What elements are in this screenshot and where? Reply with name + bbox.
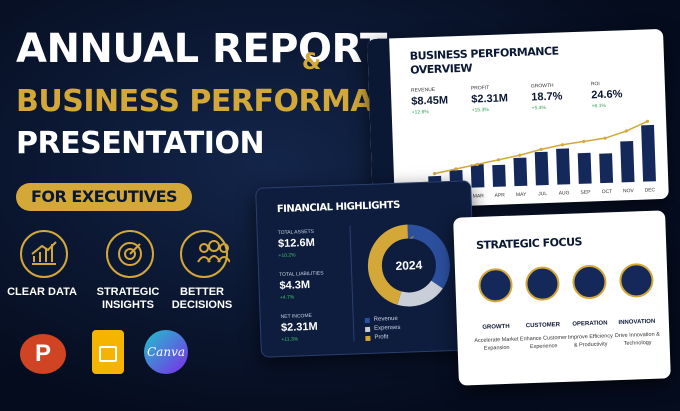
- kpi-change: +12.6%: [411, 109, 429, 116]
- x-tick-label: APR: [495, 192, 506, 198]
- donut-segment: [367, 224, 450, 307]
- bar: [641, 124, 656, 182]
- feature-label: BETTER DECISIONS: [171, 286, 233, 311]
- focus-icon: [477, 267, 514, 303]
- legend-swatch: [364, 317, 370, 324]
- kpi-change: +5.4%: [531, 105, 547, 112]
- kpi-label: REVENUE: [410, 86, 436, 94]
- divider: [349, 225, 355, 342]
- x-tick-label: OCT: [602, 189, 613, 195]
- title-amp: &: [302, 50, 321, 75]
- kpi-label: ROI: [590, 81, 600, 88]
- slide-title: FINANCIAL HIGHLIGHTS: [276, 199, 401, 216]
- bar: [492, 164, 506, 187]
- x-tick-label: DEC: [644, 187, 655, 193]
- legend-swatch: [365, 335, 371, 342]
- item-label: NET INCOME: [280, 312, 313, 321]
- x-tick-label: SEP: [580, 189, 591, 195]
- item-change: +4.7%: [279, 294, 295, 302]
- kpi-label: GROWTH: [530, 82, 554, 90]
- kpi-change: +15.3%: [471, 107, 489, 114]
- donut-segment: [367, 224, 450, 307]
- legend-label: Expenses: [373, 324, 401, 332]
- donut-chart: 2024: [367, 224, 450, 307]
- feature-label: STRATEGIC INSIGHTS: [96, 286, 160, 311]
- icon-glyphs: [31, 240, 230, 266]
- item-value: $4.3M: [279, 278, 311, 293]
- trend-point: [432, 171, 437, 176]
- trend-point: [518, 153, 522, 157]
- kpi-change: +6.1%: [591, 102, 607, 110]
- bar: [556, 148, 571, 185]
- highlights-slide: FINANCIAL HIGHLIGHTS 2024 TOTAL ASSETS $1…: [255, 180, 477, 358]
- kpi-value: $2.31M: [471, 92, 509, 106]
- strategy-slide: STRATEGIC FOCUS GROWTH Accelerate Market …: [453, 210, 671, 386]
- bar: [599, 153, 614, 184]
- item-value: $12.6M: [277, 236, 315, 251]
- bar: [620, 141, 635, 183]
- focus-text: Improve Efficiency & Productivity: [567, 333, 613, 349]
- focus-text: Accelerate Market Expansion: [474, 336, 519, 352]
- x-tick-label: NOV: [623, 188, 635, 194]
- trend-point: [475, 162, 479, 167]
- focus-name: CUSTOMER: [525, 322, 561, 330]
- focus-name: OPERATION: [572, 320, 608, 328]
- focus-name: GROWTH: [482, 323, 510, 331]
- bar: [513, 157, 528, 187]
- x-tick-label: AUG: [559, 190, 570, 196]
- legend-label: Revenue: [373, 315, 398, 323]
- donut-center: 2024: [395, 258, 422, 273]
- trend-point: [624, 129, 628, 133]
- item-change: +10.2%: [278, 252, 296, 260]
- item-value: $2.31M: [280, 320, 318, 334]
- kpi-label: PROFIT: [470, 84, 490, 92]
- title-line: PRESENTATION: [16, 126, 265, 161]
- slide-title: BUSINESS PERFORMANCE OVERVIEW: [409, 44, 559, 77]
- focus-text: Drive Innovation & Technology: [614, 331, 660, 347]
- legend-swatch: [365, 326, 371, 333]
- focus-icon: [618, 262, 655, 298]
- x-tick-label: JUL: [538, 191, 547, 197]
- trend-point: [582, 139, 586, 144]
- item-label: TOTAL ASSETS: [277, 228, 315, 237]
- icon: [20, 230, 68, 278]
- icon: [180, 230, 228, 278]
- focus-name: INNOVATION: [618, 318, 656, 327]
- x-tick-label: MAR: [473, 193, 485, 199]
- focus-icon: [571, 264, 608, 300]
- kpi-value: 18.7%: [531, 90, 563, 104]
- legend-label: Profit: [374, 334, 389, 341]
- x-tick-label: MAY: [516, 192, 527, 198]
- badge: FOR EXECUTIVES: [16, 183, 192, 211]
- slide-title: STRATEGIC FOCUS: [475, 235, 583, 252]
- bar: [534, 151, 549, 186]
- item-label: TOTAL LIABILITIES: [279, 270, 324, 279]
- canva-logo: Canva: [144, 330, 188, 374]
- item-change: +11.3%: [281, 336, 299, 343]
- feature-label: CLEAR DATA: [7, 286, 77, 298]
- trend-point: [645, 119, 650, 123]
- trend-point: [539, 147, 543, 151]
- powerpoint-logo: P: [20, 334, 66, 374]
- kpi-value: $8.45M: [411, 94, 449, 108]
- trend-point: [603, 136, 607, 140]
- trend-point: [496, 158, 501, 162]
- trend-point: [454, 167, 458, 171]
- bar: [470, 164, 485, 188]
- slides-logo: [92, 330, 124, 374]
- bar: [577, 152, 592, 184]
- trend-point: [560, 143, 564, 147]
- kpi-value: 24.6%: [591, 88, 623, 102]
- focus-icon: [524, 266, 561, 302]
- title-line: ANNUAL REPORT: [16, 26, 387, 72]
- focus-text: Enhance Customer Experience: [519, 334, 568, 351]
